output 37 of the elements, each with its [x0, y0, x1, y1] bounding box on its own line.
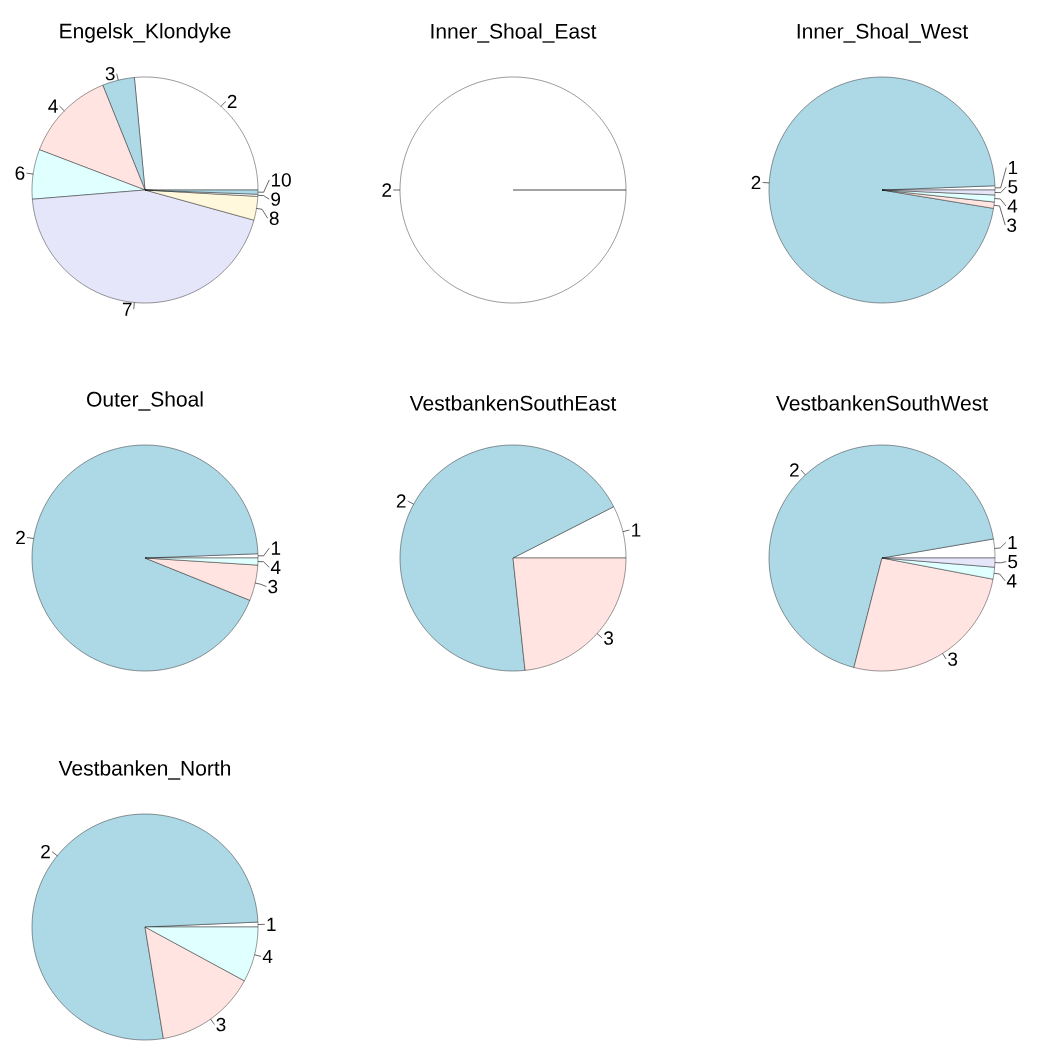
slice-label: 5 — [1008, 555, 1018, 569]
slice-label: 2 — [396, 494, 406, 508]
slice-label: 4 — [1007, 199, 1018, 213]
slice-label: 9 — [271, 192, 281, 206]
slice-label: 1 — [271, 541, 281, 555]
slice-label: 8 — [269, 211, 279, 226]
slice-label: 3 — [948, 652, 958, 666]
chart-title: Inner_Shoal_West — [797, 23, 969, 43]
slice-label: 5 — [1008, 180, 1018, 194]
slice-label: 1 — [1008, 535, 1017, 549]
slice-label: 2 — [41, 844, 50, 859]
slice-label: 2 — [790, 463, 799, 477]
slice-label: 3 — [1007, 218, 1017, 232]
slice-label: 10 — [271, 173, 291, 187]
slice-label: 2 — [751, 175, 761, 190]
chart-title: Outer_Shoal — [87, 391, 203, 411]
slice-label: 2 — [382, 183, 392, 197]
slice-label: 1 — [1008, 161, 1018, 175]
slice-label: 4 — [48, 99, 58, 113]
chart-title: VestbankenSouthEast — [409, 395, 617, 411]
slice-label: 1 — [632, 523, 641, 537]
slice-label: 7 — [122, 302, 132, 316]
slice-label: 4 — [262, 949, 273, 963]
slice-label: 2 — [227, 94, 237, 109]
chart-title: Inner_Shoal_East — [431, 23, 597, 43]
slice-label: 3 — [216, 1017, 226, 1032]
slice-label: 4 — [1006, 574, 1017, 588]
slice-label: 1 — [267, 917, 276, 931]
chart-title: Vestbanken_North — [58, 760, 231, 780]
slice-label: 6 — [15, 166, 25, 180]
slice-label: 3 — [268, 579, 278, 594]
slice-label: 2 — [16, 530, 25, 545]
slice-label: 3 — [604, 631, 614, 645]
slice-label: 4 — [270, 560, 281, 574]
chart-title: VestbankenSouthWest — [776, 395, 988, 411]
slice-label: 3 — [105, 66, 115, 81]
chart-title: Engelsk_Klondyke — [60, 23, 231, 43]
